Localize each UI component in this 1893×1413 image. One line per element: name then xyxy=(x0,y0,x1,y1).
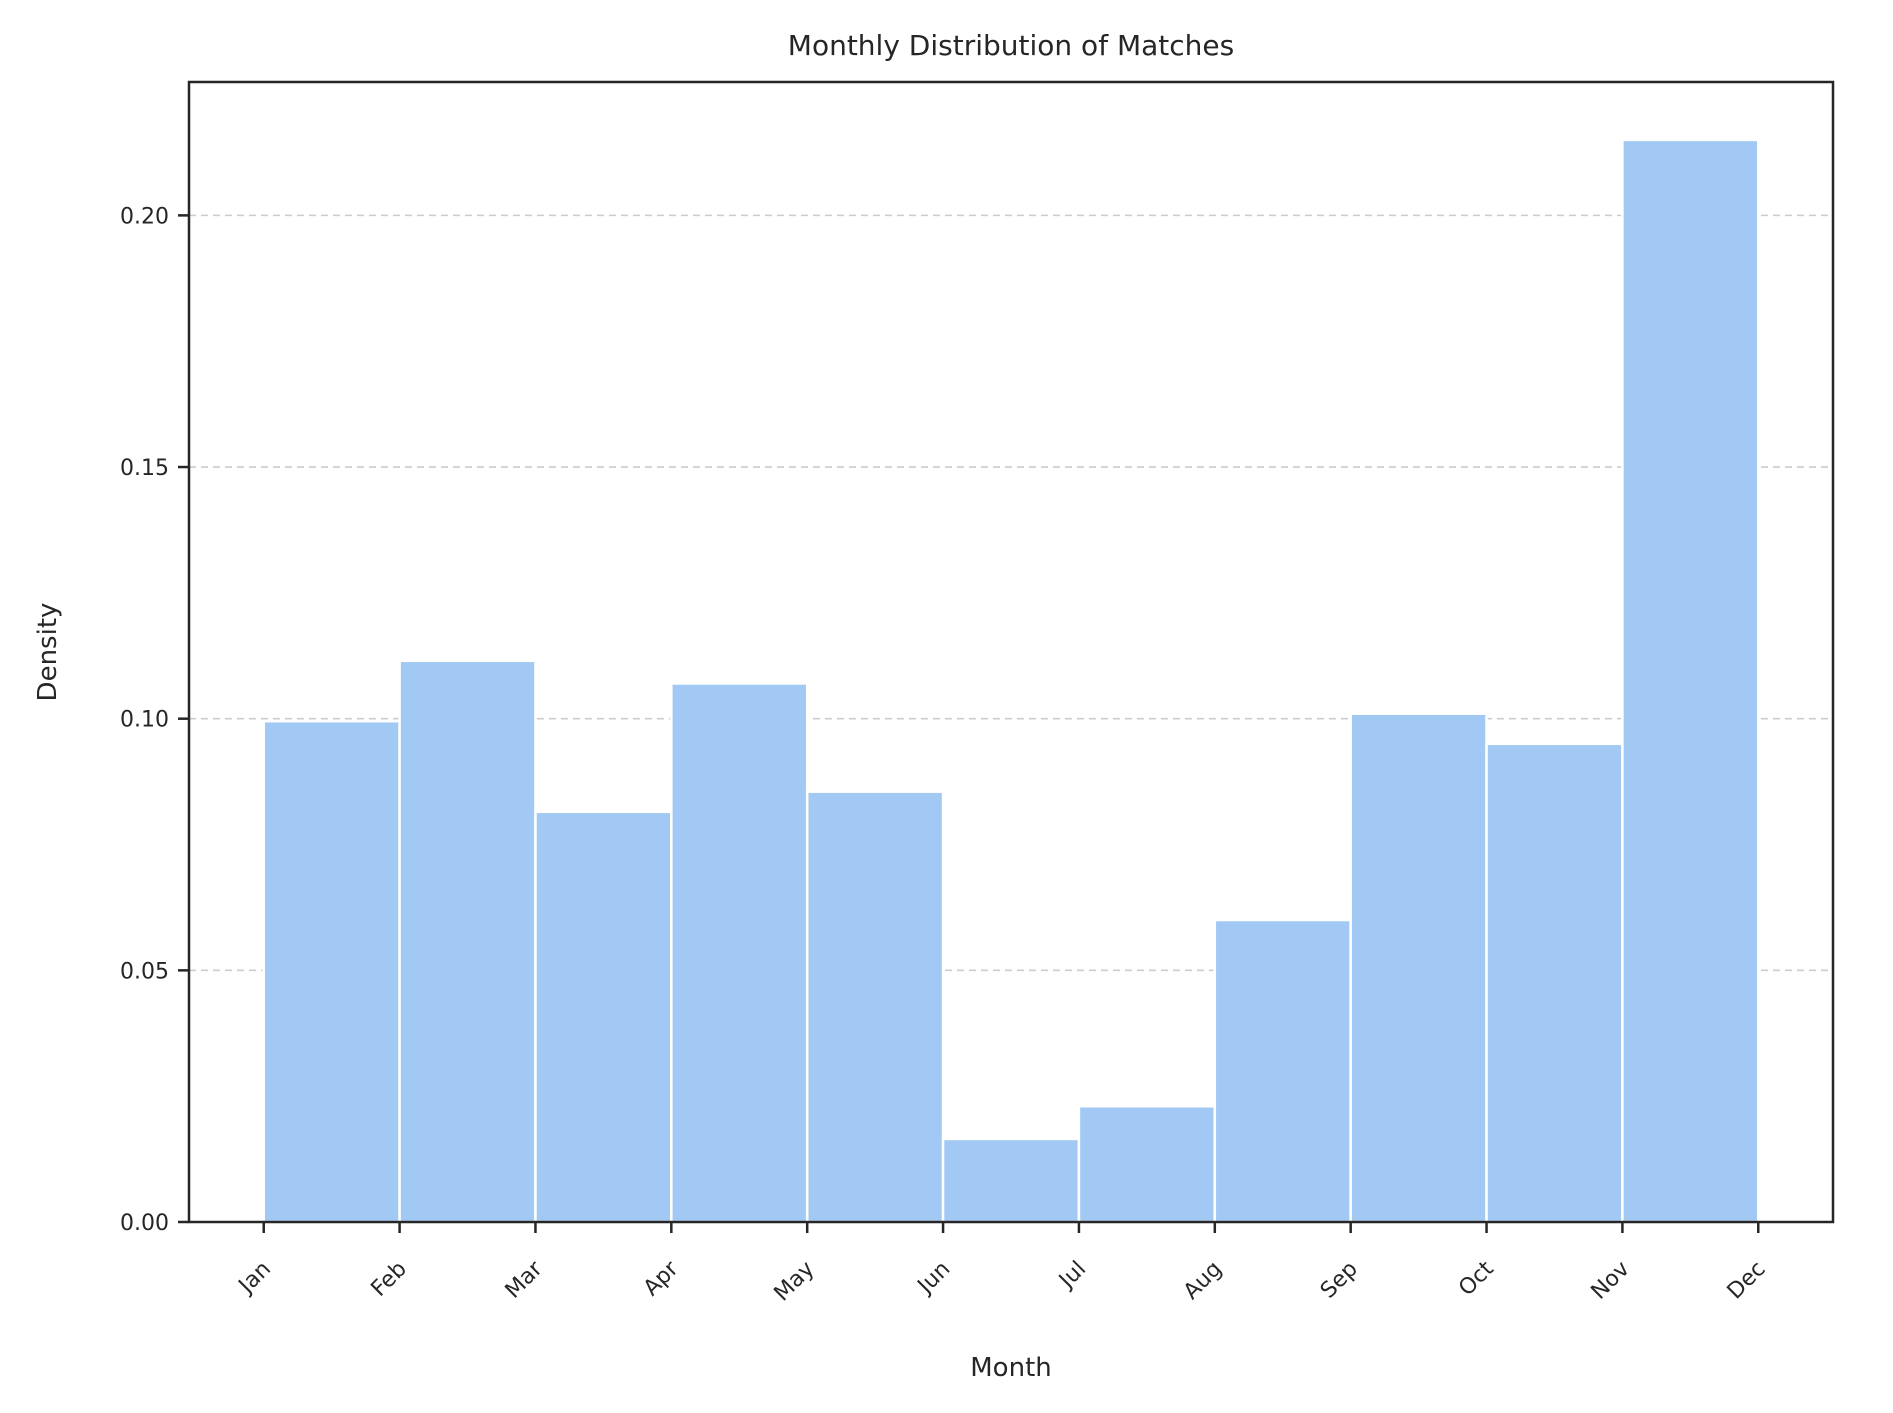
bar-5 xyxy=(941,1137,1081,1224)
y-axis-label: Density xyxy=(33,603,63,702)
y-tick-label: 0.05 xyxy=(120,959,169,984)
y-tick-label: 0.15 xyxy=(120,456,169,481)
y-tick-label: 0.20 xyxy=(120,204,169,229)
y-tick-label: 0.10 xyxy=(120,708,169,733)
bar-2 xyxy=(534,810,673,1224)
y-axis: 0.00 0.05 0.10 0.15 0.20 xyxy=(120,204,189,1236)
bar-0 xyxy=(262,719,401,1224)
bar-6 xyxy=(1077,1104,1217,1224)
bar-9 xyxy=(1485,742,1624,1224)
bar-3 xyxy=(670,682,809,1224)
plot-frame xyxy=(187,80,1835,1224)
y-tick-label: 0.00 xyxy=(120,1211,169,1236)
bar-10 xyxy=(1621,138,1760,1224)
bar-4 xyxy=(805,790,945,1224)
x-axis-label: Month xyxy=(970,1353,1052,1383)
bar-7 xyxy=(1213,918,1352,1224)
bar-8 xyxy=(1349,712,1488,1224)
chart-title: Monthly Distribution of Matches xyxy=(788,29,1234,62)
bar-1 xyxy=(398,659,537,1224)
